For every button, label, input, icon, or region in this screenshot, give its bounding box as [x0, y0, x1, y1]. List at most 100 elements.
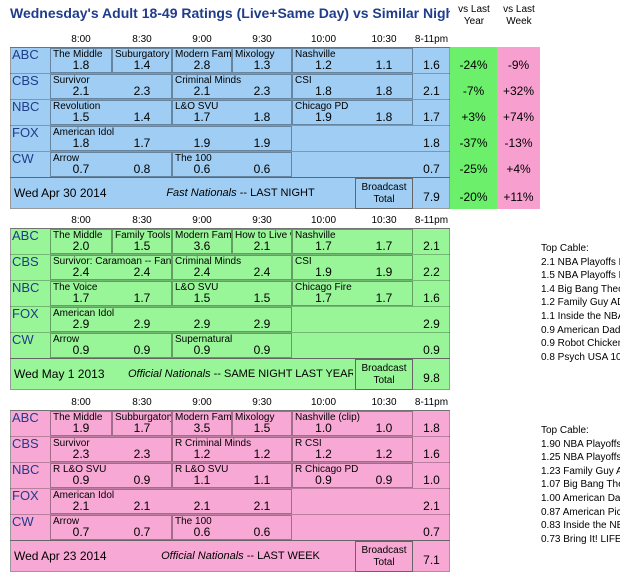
show-name: R Chicago PD: [292, 463, 413, 488]
show-name: R Criminal Minds: [172, 437, 292, 462]
show-name: Survivor: [50, 437, 172, 462]
footer-divider: [10, 358, 450, 359]
broadcast-total: 7.9: [423, 191, 440, 204]
total-rating: 1.0: [423, 474, 440, 487]
compare-header: vs Last Year: [458, 4, 490, 27]
rating: 1.5: [253, 422, 271, 435]
top-cable-item: 1.5 NBA Playoffs BOS-NY TNT 7:10 W: [541, 270, 620, 282]
show-name: The Middle: [50, 411, 112, 436]
rating: 2.9: [133, 318, 151, 331]
rating: 1.9: [253, 137, 271, 150]
network-label: CW: [12, 515, 34, 529]
time-header: 8-11pm: [414, 215, 449, 226]
time-header: 8-11pm: [414, 34, 449, 45]
total-rating: 2.9: [423, 318, 440, 331]
time-header: 10:30: [371, 397, 397, 408]
row-divider: [10, 254, 450, 255]
footer-note-italic: Official Nationals: [161, 550, 244, 562]
rating: 1.7: [315, 240, 332, 253]
rating: 2.4: [253, 266, 271, 279]
rating: 1.1: [375, 59, 393, 72]
row-divider: [10, 514, 450, 515]
rating: 1.2: [315, 448, 332, 461]
rating: 1.5: [72, 111, 90, 124]
show-name: Chicago Fire: [292, 281, 413, 306]
top-cable-item: Top Cable:: [541, 425, 589, 436]
row-divider: [10, 47, 450, 48]
show-name: The Middle: [50, 229, 112, 254]
network-label: FOX: [12, 489, 39, 503]
rating: 2.8: [193, 59, 211, 72]
rating: 1.9: [315, 266, 332, 279]
rating: 2.1: [193, 500, 211, 513]
vs-week: +74%: [502, 111, 535, 124]
rating: 1.8: [315, 85, 332, 98]
rating: 2.4: [72, 266, 90, 279]
time-header: 8:00: [71, 397, 91, 408]
network-label: FOX: [12, 307, 39, 321]
total-rating: 1.8: [423, 422, 440, 435]
rating: 0.9: [133, 474, 151, 487]
time-header: 9:30: [252, 215, 272, 226]
top-cable-item: 1.23 Family Guy ADSW 11:00: [541, 465, 620, 477]
rating: 1.9: [193, 137, 211, 150]
top-cable-item: 1.25 NBA Playoffs TNT 7:09: [541, 452, 620, 464]
rating: 1.7: [375, 292, 393, 305]
rating: 1.7: [133, 422, 151, 435]
rating: 0.9: [315, 474, 332, 487]
rating: 1.9: [375, 266, 393, 279]
network-label: FOX: [12, 126, 39, 140]
rating: 1.8: [375, 111, 393, 124]
top-cable-item: 2.1 NBA Playoffs HOU-OKC TNT 9:45: [541, 256, 620, 268]
show-name: R L&O SVU: [50, 463, 172, 488]
vs-year: -7%: [462, 85, 485, 98]
rating: 1.7: [193, 111, 211, 124]
time-header: 9:30: [252, 34, 272, 45]
row-divider: [10, 410, 450, 411]
total-rating: 2.1: [423, 85, 440, 98]
total-rating: 1.6: [423, 59, 440, 72]
footer-note-text: -- LAST NIGHT: [239, 187, 315, 199]
total-rating: 2.2: [423, 266, 440, 279]
time-header: 10:30: [371, 34, 397, 45]
footer-date: Wed Apr 30 2014: [14, 186, 107, 200]
total-rating: 1.6: [423, 292, 440, 305]
row-divider: [10, 332, 450, 333]
top-cable-item: 1.07 Big Bang Theory TBS 10:30: [541, 479, 620, 491]
time-header: 10:00: [310, 215, 337, 226]
total-rating: 2.1: [423, 240, 440, 253]
rating: 2.1: [193, 85, 211, 98]
top-cable-item: 1.2 Family Guy ADSW 11:30 Wed: [541, 297, 620, 309]
total-rating: 1.8: [423, 137, 440, 150]
rating: 2.1: [72, 500, 90, 513]
show-name: Mixology: [232, 411, 292, 436]
time-header: 10:00: [310, 34, 337, 45]
rating: 1.5: [193, 292, 211, 305]
top-cable-item: Top Cable:: [541, 243, 589, 254]
show-name: American Idol: [50, 307, 292, 332]
rating: 0.7: [72, 526, 90, 539]
time-header: 8:30: [132, 34, 152, 45]
network-label: NBC: [12, 463, 40, 477]
show-name: Arrow: [50, 515, 172, 540]
rating: 0.6: [193, 163, 211, 176]
broadcast-total: 9.8: [423, 372, 440, 385]
show-name: Supernatural: [172, 333, 292, 358]
time-header: 9:00: [192, 397, 212, 408]
time-header: 10:00: [310, 397, 337, 408]
total-rating: 0.7: [423, 163, 440, 176]
rating: 2.1: [72, 85, 90, 98]
show-name: Suburgatory: [112, 48, 172, 73]
show-name: How to Live w: [232, 229, 292, 254]
rating: 1.8: [253, 111, 271, 124]
time-header: 9:00: [192, 34, 212, 45]
rating: 2.9: [72, 318, 90, 331]
rating: 2.3: [133, 85, 151, 98]
show-name: R L&O SVU: [172, 463, 292, 488]
compare-header: vs Last Week: [503, 4, 535, 27]
row-divider: [10, 99, 450, 100]
network-label: ABC: [12, 411, 39, 425]
row-divider: [10, 280, 450, 281]
show-name: Modern Family: [172, 229, 232, 254]
network-label: CBS: [12, 255, 39, 269]
